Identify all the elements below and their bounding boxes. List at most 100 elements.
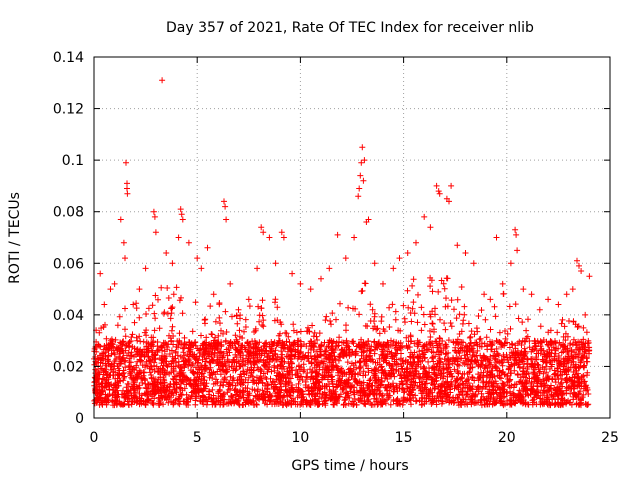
data-point [447, 320, 454, 326]
data-point [259, 387, 266, 394]
x-tick-label: 5 [193, 430, 202, 446]
data-point [585, 391, 592, 397]
data-point [103, 335, 110, 342]
data-point [236, 327, 243, 334]
y-tick-label: 0.1 [62, 153, 84, 169]
data-point [229, 313, 235, 320]
data-point [216, 314, 223, 321]
data-point [147, 369, 154, 376]
data-point [471, 331, 478, 338]
data-point [176, 330, 183, 337]
data-point [565, 384, 572, 391]
data-point [367, 376, 374, 383]
data-point [145, 305, 152, 312]
y-tick-label: 0.06 [53, 256, 84, 272]
data-point [562, 337, 569, 344]
data-point [256, 318, 263, 325]
data-point [401, 315, 408, 322]
data-point [323, 313, 330, 320]
data-point [134, 337, 141, 344]
data-point [453, 315, 460, 322]
data-point [334, 363, 340, 370]
data-point [418, 304, 425, 311]
x-tick-label: 15 [395, 430, 413, 446]
data-point [348, 360, 355, 367]
y-tick-label: 0.02 [53, 359, 84, 375]
data-point [376, 330, 383, 337]
data-point [427, 328, 433, 334]
data-point [343, 322, 349, 329]
data-point [347, 365, 354, 372]
data-point [133, 300, 140, 307]
data-point [540, 387, 547, 394]
data-point [470, 349, 477, 356]
data-point [478, 307, 485, 314]
data-point [181, 334, 188, 341]
x-tick-label: 0 [90, 430, 99, 446]
data-point [256, 339, 263, 346]
data-point [272, 296, 279, 303]
data-point [397, 401, 404, 408]
data-point [502, 328, 508, 334]
data-point [461, 303, 468, 310]
data-point [414, 319, 421, 326]
y-axis-label: ROTI / TECUs [7, 192, 23, 284]
data-point [454, 296, 461, 303]
data-point [483, 334, 490, 341]
x-axis-label: GPS time / hours [291, 458, 408, 474]
data-point [459, 380, 466, 387]
y-tick-label: 0.12 [53, 102, 84, 118]
data-point [122, 364, 129, 371]
data-point [346, 346, 353, 353]
data-point [475, 313, 482, 319]
data-point [212, 318, 219, 325]
data-point [160, 401, 167, 408]
data-point [198, 332, 204, 339]
data-point [349, 338, 356, 345]
data-point [329, 310, 336, 317]
data-point [390, 380, 396, 387]
data-point [415, 291, 421, 298]
data-point [227, 373, 234, 380]
data-point [525, 316, 531, 323]
data-points [91, 77, 593, 409]
data-point [305, 324, 311, 331]
data-point [584, 369, 591, 376]
data-point [508, 340, 515, 347]
data-point [212, 334, 219, 341]
data-point [423, 347, 430, 354]
data-point [499, 362, 506, 369]
data-point [357, 363, 364, 370]
data-point [295, 380, 302, 387]
data-point [314, 337, 321, 343]
data-point [242, 316, 249, 323]
data-point [148, 372, 155, 378]
data-point [561, 323, 568, 330]
x-tick-label: 20 [498, 430, 516, 446]
data-point [260, 317, 267, 324]
data-point [136, 314, 143, 321]
y-tick-label: 0.14 [53, 50, 84, 66]
data-point [515, 315, 522, 322]
data-point [465, 320, 472, 327]
data-point [469, 374, 476, 381]
data-point [169, 304, 176, 311]
data-point [427, 283, 434, 290]
data-point [518, 342, 525, 348]
data-point [467, 340, 474, 347]
data-point [369, 306, 376, 313]
data-point [392, 308, 399, 315]
data-point [367, 301, 374, 308]
data-point [158, 284, 165, 291]
data-point [273, 342, 280, 349]
data-point [477, 399, 484, 405]
data-point [260, 323, 267, 330]
data-point [217, 371, 224, 378]
data-point [444, 355, 451, 362]
data-point [399, 358, 406, 365]
data-point [436, 335, 443, 341]
data-point [554, 329, 561, 336]
